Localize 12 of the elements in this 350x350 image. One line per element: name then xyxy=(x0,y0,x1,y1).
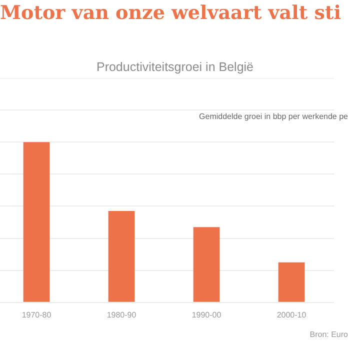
x-tick-label: 1980-90 xyxy=(106,310,137,320)
chart-title: Motor van onze welvaart valt sti xyxy=(0,2,341,24)
bar xyxy=(23,142,50,302)
bar xyxy=(278,262,305,302)
x-tick-label: 1970-80 xyxy=(22,310,52,320)
bar xyxy=(193,227,220,302)
text: Bron: Euro xyxy=(310,330,348,339)
x-tick-label: 2000-10 xyxy=(276,310,307,320)
chart-subtitle: Productiviteitsgroei in België xyxy=(95,60,255,74)
bar xyxy=(108,211,135,302)
x-tick-label: 1990-00 xyxy=(192,310,222,320)
text: Gemiddelde groei in bbp per werkende pe xyxy=(199,112,348,121)
